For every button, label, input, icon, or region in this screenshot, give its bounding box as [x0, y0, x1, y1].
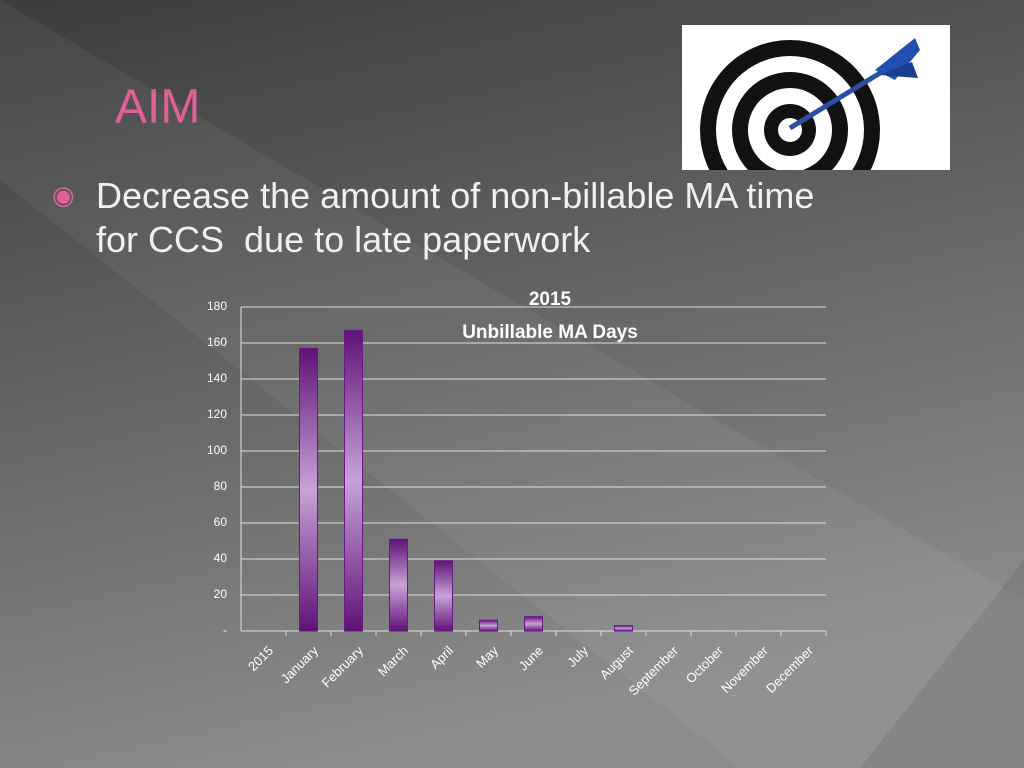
- bar: [299, 347, 318, 632]
- background-shape: [860, 560, 1024, 768]
- bar: [614, 625, 633, 632]
- bar: [524, 616, 543, 632]
- y-tick-label: 180: [207, 299, 227, 313]
- y-tick-label: 140: [207, 371, 227, 385]
- chart-subtitle: Unbillable MA Days: [462, 322, 638, 343]
- y-tick-label: 120: [207, 407, 227, 421]
- y-tick-label: 80: [214, 479, 228, 493]
- bar: [479, 619, 498, 632]
- y-tick-label: 100: [207, 443, 227, 457]
- chart-title: 2015: [529, 289, 572, 310]
- slide-title: AIM: [115, 81, 200, 134]
- y-tick-label: 60: [214, 515, 228, 529]
- y-tick-label: 40: [214, 551, 228, 565]
- y-tick-label: -: [223, 623, 227, 637]
- bullet-text: Decrease the amount of non-billable MA t…: [96, 175, 815, 260]
- target-image: [682, 25, 950, 170]
- y-tick-label: 160: [207, 335, 227, 349]
- bar: [344, 329, 363, 632]
- bar: [389, 538, 408, 632]
- bullet-icon: ◉: [52, 180, 75, 210]
- y-tick-label: 20: [214, 587, 228, 601]
- bar: [434, 560, 453, 632]
